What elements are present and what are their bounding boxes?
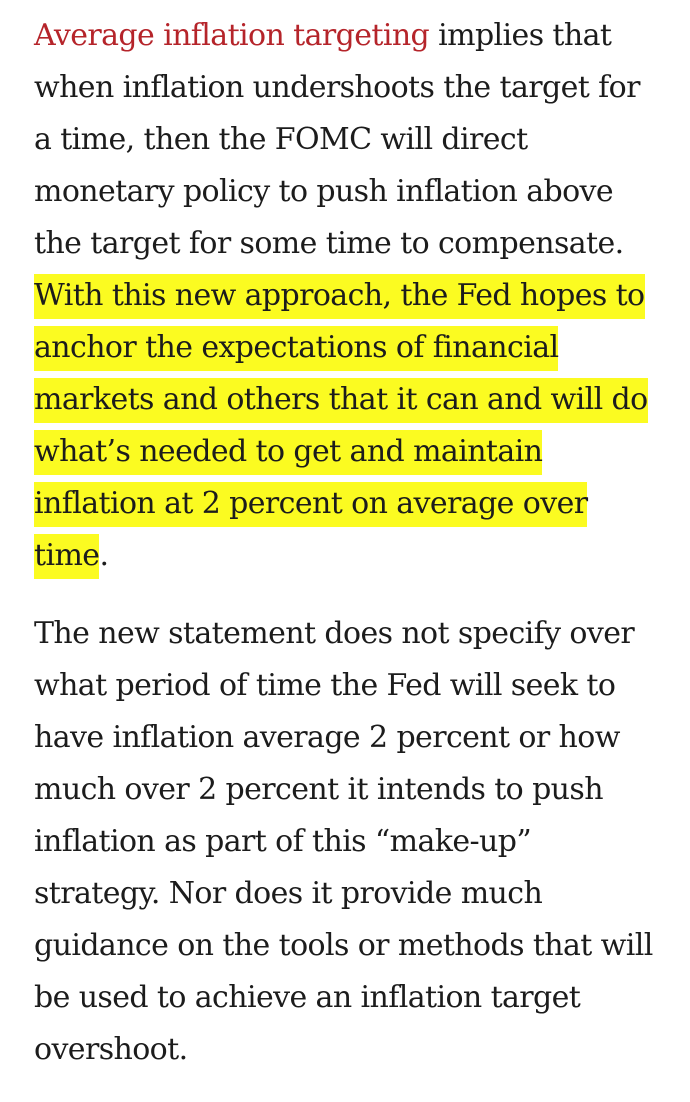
- paragraph-average-inflation-targeting: Average inflation targeting implies that…: [34, 10, 662, 582]
- article-body: Average inflation targeting implies that…: [34, 10, 662, 1102]
- average-inflation-targeting-link[interactable]: Average inflation targeting: [34, 18, 430, 53]
- paragraph-trailing-period: .: [99, 538, 109, 573]
- paragraph-new-statement: The new statement does not specify over …: [34, 616, 653, 1067]
- highlighted-passage: With this new approach, the Fed hopes to…: [34, 274, 648, 579]
- paragraph-text: implies that when inflation undershoots …: [34, 18, 640, 261]
